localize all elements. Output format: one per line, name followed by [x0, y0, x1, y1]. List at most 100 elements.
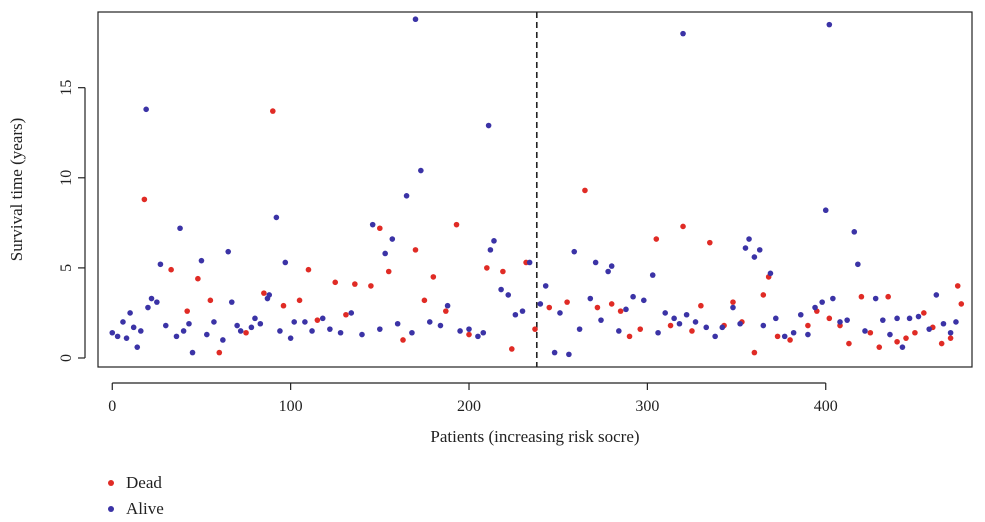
point-alive: [683, 311, 690, 318]
legend-label-alive: Alive: [126, 499, 164, 518]
x-tick-label: 100: [279, 398, 303, 415]
point-alive: [616, 328, 622, 334]
point-dead: [826, 315, 833, 322]
point-dead: [270, 108, 276, 114]
point-alive: [277, 328, 283, 334]
point-dead: [805, 322, 811, 329]
point-alive: [138, 328, 144, 334]
legend-item-dead: Dead: [108, 470, 164, 496]
point-alive: [826, 21, 833, 28]
point-dead: [243, 329, 249, 336]
point-alive: [592, 259, 599, 266]
point-alive: [566, 351, 572, 358]
point-alive: [134, 344, 141, 350]
point-alive: [143, 106, 149, 113]
point-alive: [145, 304, 151, 311]
y-tick-label: 0: [58, 354, 75, 362]
point-dead: [296, 297, 303, 304]
point-dead: [377, 225, 383, 232]
point-alive: [641, 297, 647, 304]
point-dead: [430, 274, 437, 280]
point-dead: [938, 340, 945, 347]
point-alive: [120, 319, 126, 325]
point-alive: [409, 329, 415, 336]
point-alive: [906, 315, 913, 322]
point-alive: [337, 329, 344, 336]
point-dead: [207, 297, 214, 304]
point-alive: [751, 254, 758, 260]
point-dead: [846, 340, 852, 347]
point-dead: [594, 304, 601, 311]
point-alive: [953, 319, 959, 325]
point-alive: [837, 319, 843, 325]
point-alive: [189, 349, 196, 356]
point-dead: [637, 326, 644, 332]
point-alive: [228, 299, 235, 305]
point-alive: [576, 326, 583, 332]
point-alive: [851, 229, 858, 235]
point-dead: [903, 335, 909, 341]
point-dead: [653, 236, 660, 242]
point-dead: [894, 338, 900, 345]
point-alive: [730, 304, 736, 311]
point-alive: [123, 335, 130, 341]
point-alive: [437, 322, 444, 329]
point-dead: [885, 293, 891, 300]
point-alive: [812, 304, 818, 311]
point-dead: [421, 297, 428, 304]
point-dead: [343, 311, 349, 318]
point-dead: [184, 308, 190, 314]
point-alive: [623, 306, 629, 313]
point-alive: [485, 122, 492, 129]
point-alive: [756, 247, 763, 253]
point-dead: [774, 333, 781, 340]
point-alive: [273, 214, 280, 221]
point-alive: [692, 319, 699, 325]
point-alive: [915, 313, 922, 320]
point-alive: [211, 319, 217, 325]
point-alive: [805, 331, 811, 338]
point-alive: [767, 270, 774, 277]
point-alive: [630, 293, 636, 300]
point-alive: [790, 329, 797, 336]
point-alive: [130, 324, 137, 331]
point-alive: [198, 257, 205, 264]
point-dead: [443, 308, 449, 314]
point-alive: [403, 193, 410, 199]
point-dead: [787, 337, 793, 343]
plot-frame: [97, 11, 973, 368]
point-dead: [280, 302, 287, 309]
point-alive: [148, 295, 155, 302]
plot-area: [97, 11, 973, 368]
point-dead: [216, 349, 223, 356]
point-alive: [894, 315, 900, 322]
point-dead: [261, 290, 267, 296]
point-alive: [519, 308, 526, 314]
point-alive: [418, 167, 424, 174]
point-dead: [332, 279, 339, 286]
point-alive: [872, 295, 879, 302]
point-alive: [760, 322, 767, 329]
point-dead: [546, 304, 553, 311]
point-alive: [154, 299, 160, 305]
point-dead: [707, 239, 713, 246]
point-alive: [287, 335, 294, 341]
point-dead: [667, 322, 674, 329]
point-alive: [844, 317, 850, 323]
point-alive: [109, 329, 116, 336]
point-alive: [819, 299, 825, 305]
point-dead: [958, 301, 965, 307]
point-alive: [162, 322, 169, 329]
point-dead: [500, 268, 506, 275]
point-alive: [412, 16, 419, 23]
point-alive: [480, 329, 487, 336]
point-dead: [453, 221, 460, 228]
point-alive: [377, 326, 383, 332]
point-alive: [830, 295, 836, 302]
point-alive: [855, 261, 861, 268]
y-tick-label: 5: [58, 264, 75, 272]
point-alive: [127, 310, 133, 316]
point-alive: [444, 302, 451, 309]
point-dead: [352, 281, 358, 287]
